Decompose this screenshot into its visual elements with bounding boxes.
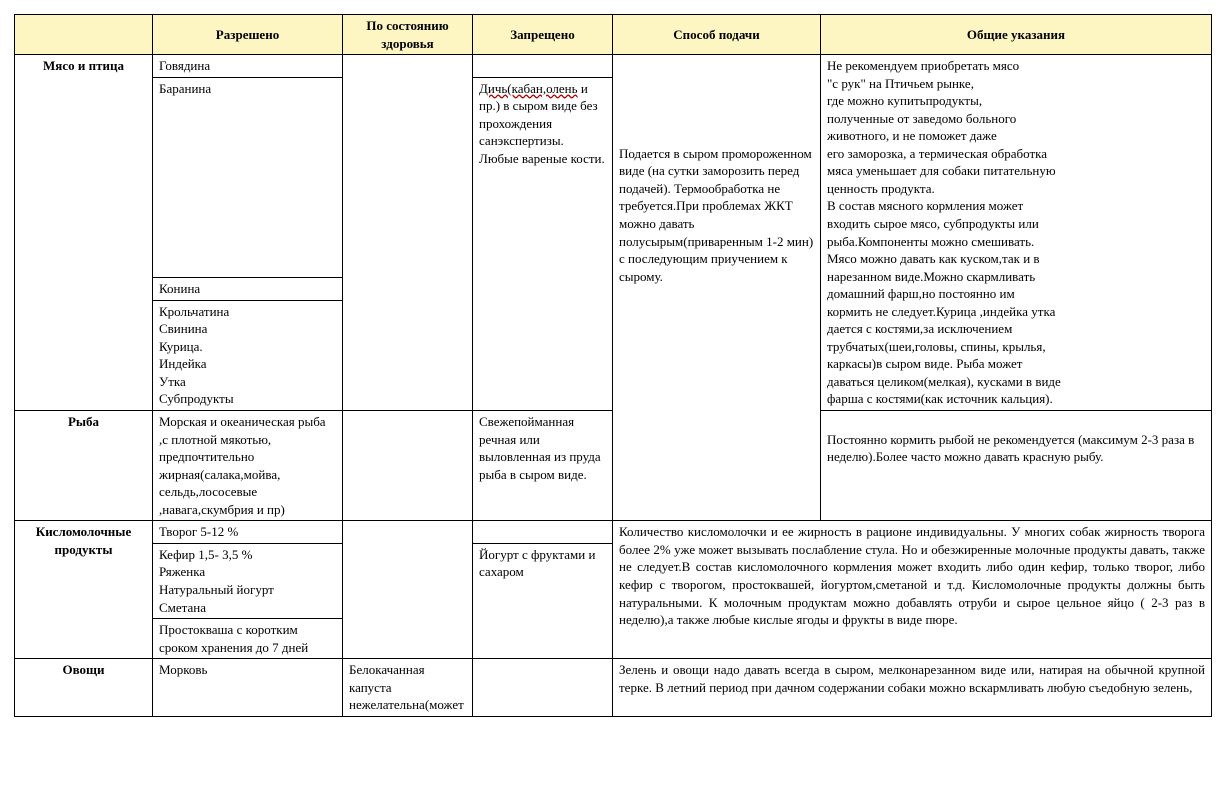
diet-table: Разрешено По состоянию здоровья Запрещен… bbox=[14, 14, 1212, 717]
meat-forbidden: Дичь(кабан,олень и пр.) в сыром виде без… bbox=[473, 77, 613, 410]
fish-general-text: Постоянно кормить рыбой не рекомендуется… bbox=[827, 432, 1194, 465]
table-row: Кисломолочные продукты Творог 5-12 % Кол… bbox=[15, 521, 1212, 544]
veg-general: Зелень и овощи надо давать всегда в сыро… bbox=[613, 659, 1212, 717]
header-allowed: Разрешено bbox=[153, 15, 343, 55]
dairy-health bbox=[343, 521, 473, 659]
meat-health bbox=[343, 55, 473, 411]
meat-allowed-4: Крольчатина Свинина Курица. Индейка Утка… bbox=[153, 300, 343, 410]
meat-general: Не рекомендуем приобретать мясо "с рук" … bbox=[821, 55, 1212, 411]
rowhead-meat: Мясо и птица bbox=[15, 55, 153, 411]
table-row: Овощи Морковь Белокачанная капуста нежел… bbox=[15, 659, 1212, 717]
meat-allowed-2: Баранина bbox=[153, 77, 343, 278]
header-general: Общие указания bbox=[821, 15, 1212, 55]
table-row: Мясо и птица Говядина Подается в сыром п… bbox=[15, 55, 1212, 78]
veg-allowed: Морковь bbox=[153, 659, 343, 717]
meat-allowed-1: Говядина bbox=[153, 55, 343, 78]
fish-health bbox=[343, 411, 473, 521]
fish-allowed: Морская и океаническая рыба ,с плотной м… bbox=[153, 411, 343, 521]
meat-forbidden-empty bbox=[473, 55, 613, 78]
dairy-allowed-2: Кефир 1,5- 3,5 % Ряженка Натуральный йог… bbox=[153, 543, 343, 618]
fish-forbidden: Свежепойманная речная или выловленная из… bbox=[473, 411, 613, 521]
dairy-allowed-1: Творог 5-12 % bbox=[153, 521, 343, 544]
meat-serve: Подается в сыром промороженном виде (на … bbox=[613, 55, 821, 521]
dairy-forbidden-empty bbox=[473, 521, 613, 544]
rowhead-dairy: Кисломолочные продукты bbox=[15, 521, 153, 659]
dairy-forbidden: Йогурт с фруктами и сахаром bbox=[473, 543, 613, 658]
meat-serve-text: Подается в сыром промороженном виде (на … bbox=[619, 146, 813, 284]
dairy-allowed-3: Простокваша с коротким сроком хранения д… bbox=[153, 619, 343, 659]
header-serve: Способ подачи bbox=[613, 15, 821, 55]
header-row: Разрешено По состоянию здоровья Запрещен… bbox=[15, 15, 1212, 55]
header-health: По состоянию здоровья bbox=[343, 15, 473, 55]
veg-health: Белокачанная капуста нежелательна(может bbox=[343, 659, 473, 717]
meat-allowed-3: Конина bbox=[153, 278, 343, 301]
rowhead-fish: Рыба bbox=[15, 411, 153, 521]
rowhead-veg: Овощи bbox=[15, 659, 153, 717]
dairy-general: Количество кисломолочки и ее жирность в … bbox=[613, 521, 1212, 659]
fish-general: Постоянно кормить рыбой не рекомендуется… bbox=[821, 411, 1212, 521]
veg-forbidden bbox=[473, 659, 613, 717]
header-blank bbox=[15, 15, 153, 55]
header-forbidden: Запрещено bbox=[473, 15, 613, 55]
meat-forbidden-pre: Дичь(кабан,олень bbox=[479, 81, 578, 96]
